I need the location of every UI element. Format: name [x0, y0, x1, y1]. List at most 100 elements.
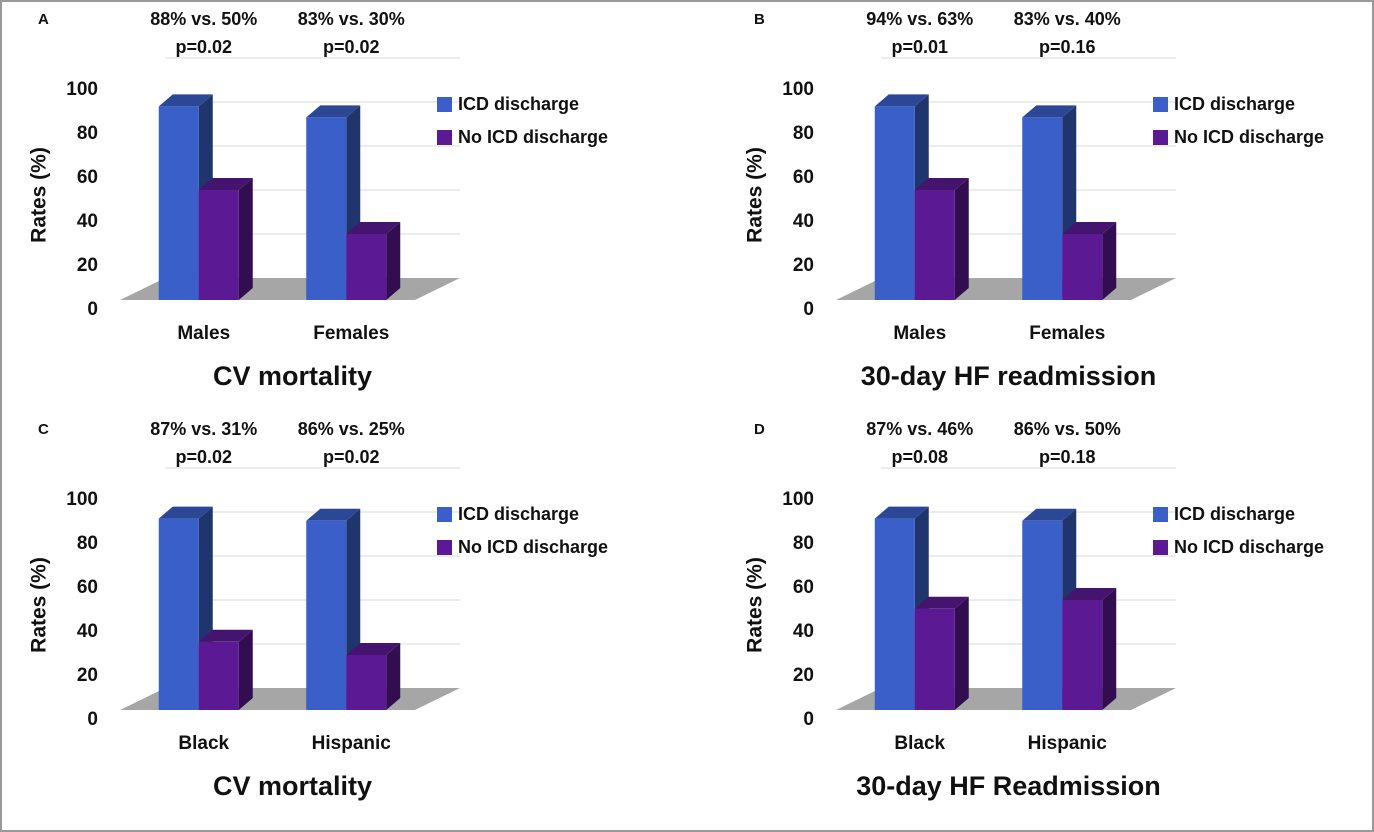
legend-swatch	[1153, 97, 1168, 112]
legend-label: ICD discharge	[458, 504, 579, 524]
x-tick-label: Males	[177, 323, 230, 344]
bar-top	[198, 178, 253, 190]
y-tick-label: 0	[803, 709, 814, 730]
annotation: 94% vs. 63%	[866, 9, 973, 29]
x-tick-label: Hispanic	[312, 733, 392, 754]
bar-side	[954, 596, 969, 710]
y-tick-label: 40	[77, 621, 98, 642]
bar-side	[386, 643, 401, 710]
bar-side	[1102, 588, 1117, 710]
annotation: 87% vs. 46%	[866, 419, 973, 439]
chart-title: 30-day HF Readmission	[856, 771, 1161, 801]
annotation: 88% vs. 50%	[150, 9, 257, 29]
y-tick-label: 80	[77, 123, 98, 144]
bar-side	[238, 629, 253, 710]
x-tick-label: Females	[1029, 323, 1105, 344]
annotation: 86% vs. 25%	[298, 419, 405, 439]
y-tick-label: 80	[77, 533, 98, 554]
annotation: p=0.08	[891, 447, 948, 467]
panel: B 0 20 40 60 80 100 Rates (%) Males 94% vs. 63% p=…	[744, 9, 1324, 391]
annotation: p=0.02	[323, 447, 380, 467]
bar	[158, 518, 199, 710]
legend-label: No ICD discharge	[458, 127, 608, 147]
y-tick-label: 60	[77, 167, 98, 188]
bar	[1022, 520, 1063, 710]
bar	[346, 234, 387, 300]
legend-swatch	[1153, 130, 1168, 145]
bar	[198, 641, 239, 710]
y-tick-label: 80	[793, 533, 814, 554]
y-axis-label: Rates (%)	[28, 557, 51, 653]
bar	[1062, 234, 1103, 300]
bar-top	[874, 94, 929, 107]
chart-title: CV mortality	[213, 771, 372, 801]
bar	[306, 520, 347, 710]
panel-letter: C	[38, 421, 49, 438]
bar	[1022, 117, 1063, 301]
annotation: p=0.16	[1039, 37, 1096, 57]
annotation: p=0.02	[175, 447, 232, 467]
bar-top	[198, 629, 253, 642]
annotation: 83% vs. 30%	[298, 9, 405, 29]
bar	[306, 117, 347, 301]
legend-label: ICD discharge	[1174, 94, 1295, 114]
y-axis-label: Rates (%)	[744, 557, 767, 653]
bar	[874, 106, 915, 301]
x-tick-label: Hispanic	[1028, 733, 1108, 754]
legend-label: No ICD discharge	[1174, 537, 1324, 557]
panel-letter: A	[38, 11, 49, 28]
y-tick-label: 100	[66, 79, 98, 100]
legend-swatch	[437, 130, 452, 145]
y-tick-label: 100	[66, 489, 98, 510]
y-axis-label: Rates (%)	[28, 147, 51, 243]
y-tick-label: 20	[793, 665, 814, 686]
y-tick-label: 40	[793, 211, 814, 232]
bar-top	[874, 506, 929, 519]
legend-swatch	[437, 540, 452, 555]
bar-top	[1022, 508, 1077, 521]
bar-top	[158, 506, 213, 519]
y-tick-label: 0	[87, 299, 98, 320]
bar-top	[914, 596, 969, 609]
annotation: p=0.02	[175, 37, 232, 57]
bar-top	[1062, 222, 1117, 234]
y-tick-label: 40	[77, 211, 98, 232]
y-tick-label: 0	[87, 709, 98, 730]
legend-swatch	[437, 97, 452, 112]
bar	[1062, 600, 1103, 710]
y-tick-label: 100	[782, 79, 814, 100]
bar	[914, 190, 955, 300]
y-axis-label: Rates (%)	[744, 147, 767, 243]
bar	[346, 655, 387, 710]
y-tick-label: 0	[803, 299, 814, 320]
chart-title: CV mortality	[213, 361, 372, 391]
annotation: 87% vs. 31%	[150, 419, 257, 439]
bar-side	[1102, 222, 1117, 300]
panel-letter: D	[754, 421, 765, 438]
legend-label: No ICD discharge	[458, 537, 608, 557]
legend-label: No ICD discharge	[1174, 127, 1324, 147]
annotation: 83% vs. 40%	[1014, 9, 1121, 29]
bar	[874, 518, 915, 710]
y-tick-label: 20	[77, 665, 98, 686]
bar-top	[306, 105, 361, 118]
annotation: p=0.01	[891, 37, 948, 57]
y-tick-label: 100	[782, 489, 814, 510]
y-tick-label: 80	[793, 123, 814, 144]
y-tick-label: 60	[793, 167, 814, 188]
legend-swatch	[1153, 540, 1168, 555]
chart-title: 30-day HF readmission	[861, 361, 1157, 391]
bar	[198, 190, 239, 300]
annotation: p=0.02	[323, 37, 380, 57]
bar	[158, 106, 199, 301]
bar-side	[954, 178, 969, 300]
legend-swatch	[437, 507, 452, 522]
bar-side	[386, 222, 401, 300]
panel: A 0 20 40 60 80 100 Rates (%) Males 88% vs. 50% p=…	[28, 9, 608, 391]
x-tick-label: Black	[894, 733, 945, 754]
panel-letter: B	[754, 11, 765, 28]
x-tick-label: Males	[893, 323, 946, 344]
y-tick-label: 40	[793, 621, 814, 642]
x-tick-label: Females	[313, 323, 389, 344]
